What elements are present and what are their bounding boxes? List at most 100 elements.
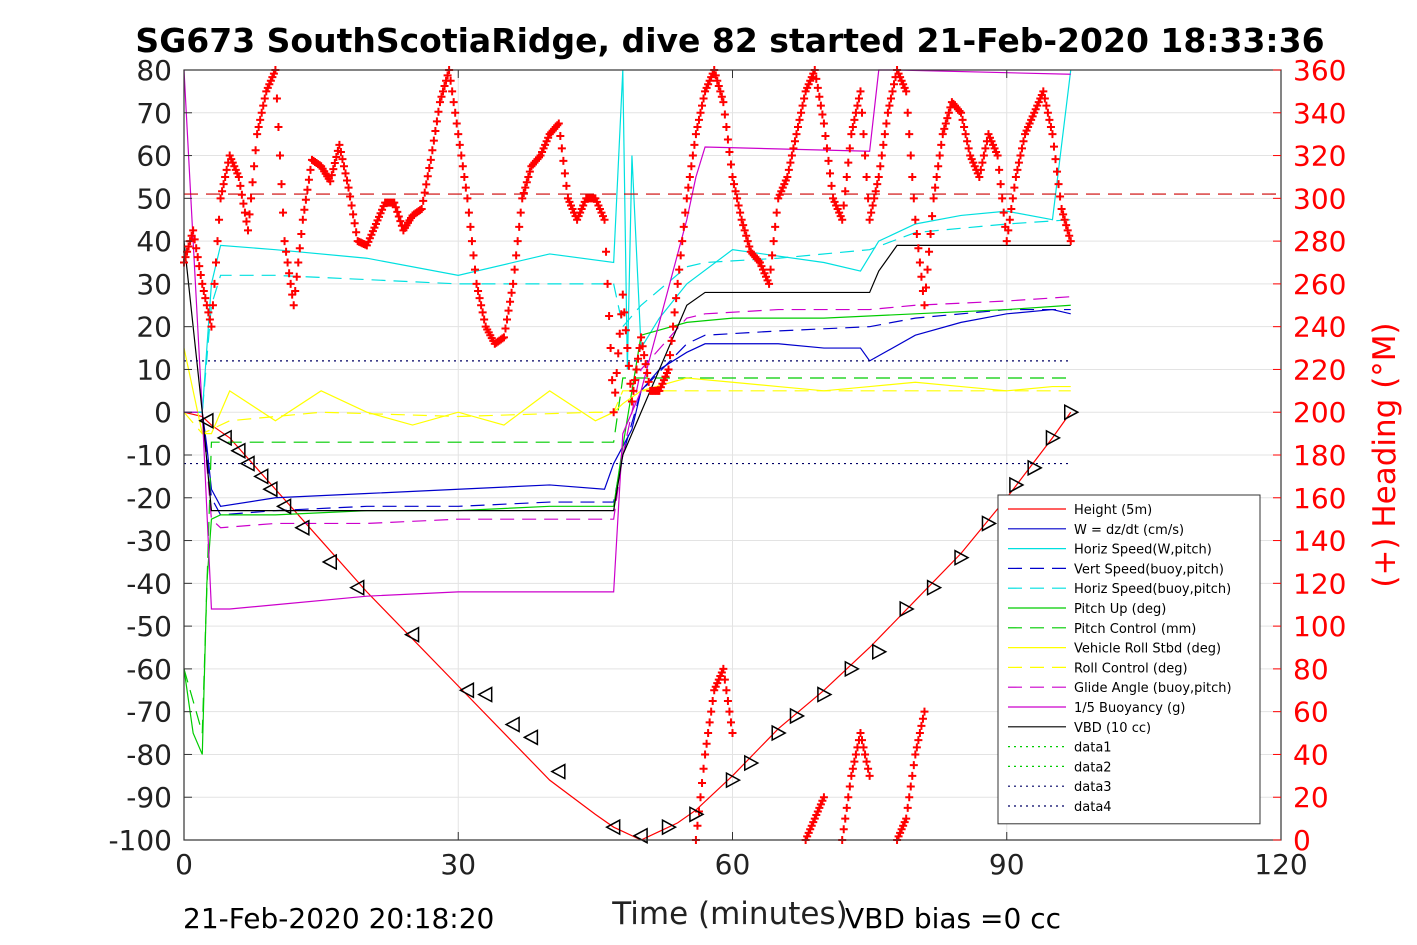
heading-point — [822, 144, 831, 153]
heading-point — [699, 764, 708, 773]
dive-marker — [771, 724, 787, 742]
heading-point — [842, 803, 851, 812]
heading-point — [257, 108, 266, 117]
heading-point — [240, 208, 249, 217]
heading-point — [914, 736, 923, 745]
heading-point — [623, 344, 632, 353]
heading-point — [1011, 172, 1020, 181]
heading-point — [1039, 87, 1048, 96]
y-tick-label: -80 — [126, 738, 172, 771]
heading-point — [562, 181, 571, 190]
heading-point — [394, 212, 403, 221]
heading-point — [1005, 215, 1014, 224]
heading-point — [726, 718, 735, 727]
heading-point — [915, 729, 924, 738]
heading-point — [915, 258, 924, 267]
heading-point — [472, 279, 481, 288]
heading-point — [975, 172, 984, 181]
legend-label: Horiz Speed(buoy,pitch) — [1074, 582, 1231, 597]
heading-point — [864, 764, 873, 773]
heading-point — [742, 231, 751, 240]
heading-point — [928, 212, 937, 221]
heading-point — [979, 151, 988, 160]
heading-point — [282, 247, 291, 256]
heading-point — [784, 165, 793, 174]
heading-point — [419, 196, 428, 205]
y-tick-label: 10 — [136, 353, 172, 386]
heading-point — [504, 306, 513, 315]
heading-point — [464, 208, 473, 217]
heading-point — [873, 180, 882, 189]
heading-point — [993, 151, 1002, 160]
heading-point — [439, 87, 448, 96]
heading-point — [856, 87, 865, 96]
heading-point — [932, 172, 941, 181]
heading-point — [329, 165, 338, 174]
heading-point — [998, 194, 1007, 203]
heading-point — [694, 115, 703, 124]
heading-point — [908, 172, 917, 181]
heading-point — [854, 94, 863, 103]
heading-point — [279, 208, 288, 217]
dive-marker — [522, 729, 539, 746]
heading-point — [792, 130, 801, 139]
heading-point — [440, 82, 449, 91]
heading-point — [885, 101, 894, 110]
heading-point — [902, 814, 911, 823]
y-tick-label: -40 — [126, 567, 172, 600]
heading-point — [478, 308, 487, 317]
x-tick-label: 90 — [989, 848, 1025, 881]
heading-point — [815, 92, 824, 101]
heading-point — [720, 110, 729, 119]
heading-point — [876, 162, 885, 171]
legend-label: Vehicle Roll Stbd (deg) — [1074, 642, 1221, 657]
heading-point — [437, 92, 446, 101]
heading-point — [691, 130, 700, 139]
heading-point — [295, 244, 304, 253]
heading-point — [417, 205, 426, 214]
heading-point — [888, 87, 897, 96]
heading-point — [455, 140, 464, 149]
heading-point — [976, 165, 985, 174]
heading-point — [1008, 194, 1017, 203]
heading-point — [254, 123, 263, 132]
heading-point — [720, 675, 729, 684]
heading-point — [332, 152, 341, 161]
heading-point — [253, 130, 262, 139]
heading-point — [463, 194, 472, 203]
legend-label: data1 — [1074, 741, 1112, 756]
dive-marker — [275, 498, 292, 515]
heading-point — [602, 247, 611, 256]
legend-label: Vert Speed(buoy,pitch) — [1074, 562, 1224, 577]
heading-point — [867, 208, 876, 217]
heading-point — [612, 369, 621, 378]
heading-point — [906, 151, 915, 160]
right-tick-label: 120 — [1293, 567, 1346, 600]
heading-point — [556, 131, 565, 140]
heading-point — [765, 279, 774, 288]
heading-point — [620, 308, 629, 317]
heading-point — [886, 94, 895, 103]
dive-marker — [725, 771, 742, 789]
heading-point — [1060, 215, 1069, 224]
heading-point — [943, 114, 952, 123]
heading-point — [559, 156, 568, 165]
heading-point — [506, 297, 515, 306]
right-tick-label: 280 — [1293, 225, 1346, 258]
heading-point — [845, 782, 854, 791]
heading-point — [908, 771, 917, 780]
heading-point — [1010, 183, 1019, 192]
heading-point — [772, 208, 781, 217]
heading-point — [845, 144, 854, 153]
heading-point — [190, 235, 199, 244]
heading-point — [719, 98, 728, 107]
heading-point — [847, 771, 856, 780]
heading-point — [890, 80, 899, 89]
dive-marker — [689, 806, 705, 823]
heading-point — [350, 219, 359, 228]
legend-label: Height (5m) — [1074, 503, 1152, 518]
dive-marker — [844, 660, 860, 678]
heading-point — [667, 336, 676, 345]
dive-marker — [403, 626, 420, 643]
heading-point — [848, 764, 857, 773]
